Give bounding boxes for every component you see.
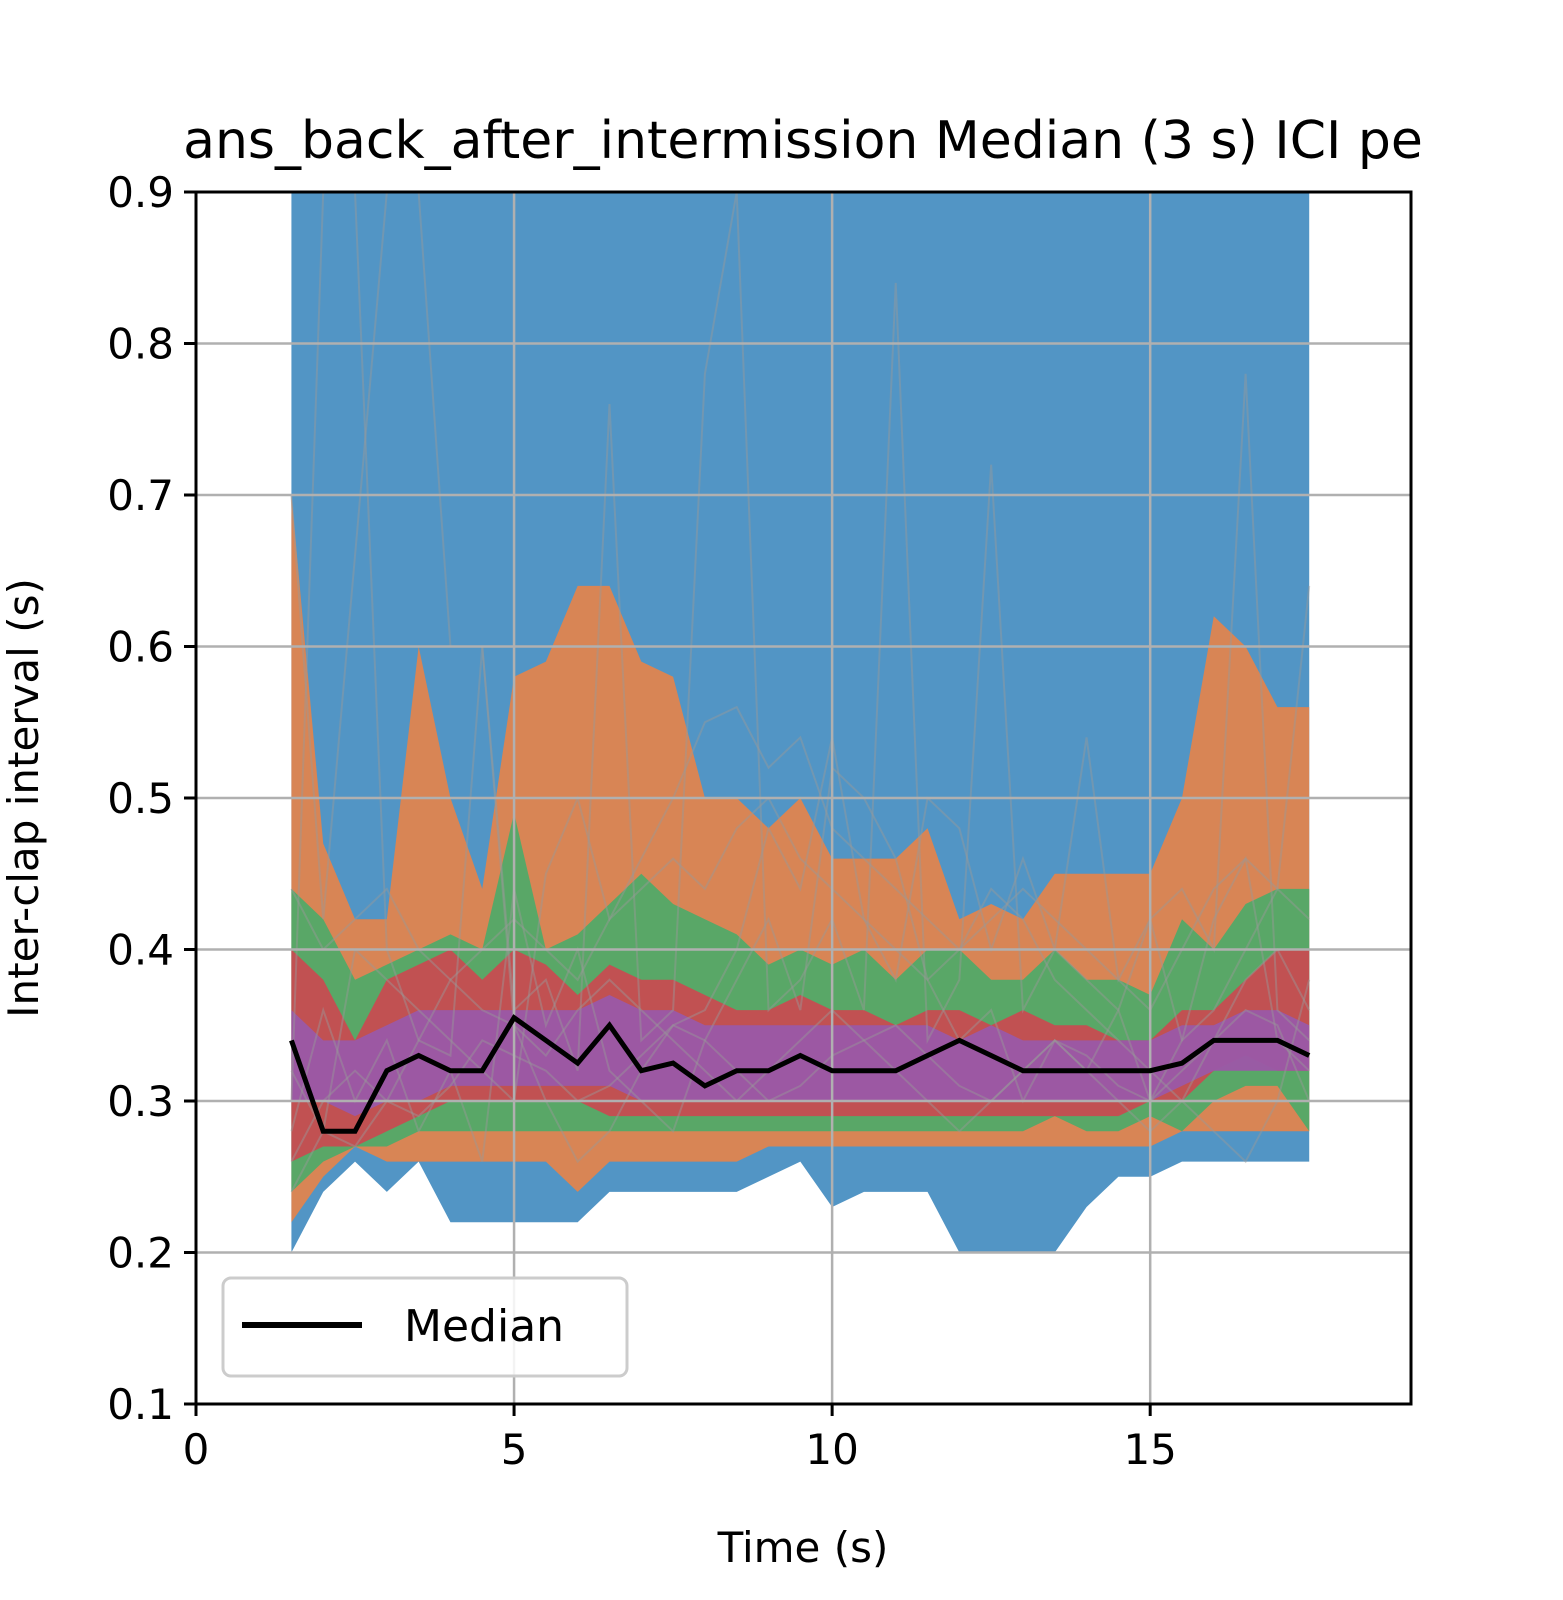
x-tick-label: 0	[183, 1425, 210, 1474]
y-tick-label: 0.4	[107, 926, 174, 975]
y-tick-label: 0.6	[107, 623, 174, 672]
legend-median-label: Median	[404, 1301, 564, 1352]
y-tick-label: 0.2	[107, 1229, 174, 1278]
x-tick-label: 5	[501, 1425, 528, 1474]
bands-layer	[291, 192, 1310, 1253]
trace-line-6	[290, 796, 1310, 1012]
legend: Median	[221, 1276, 629, 1378]
y-tick-label: 0.7	[107, 471, 174, 520]
x-axis: 0 5 10 15	[183, 1404, 1177, 1474]
chart-title: ans_back_after_intermission Median (3 s)…	[183, 111, 1423, 171]
y-axis-label: Inter-clap interval (s)	[0, 578, 48, 1018]
trace-line-5	[290, 947, 1311, 1193]
y-tick-label: 0.8	[107, 320, 174, 369]
y-tick-label: 0.9	[107, 168, 174, 217]
trace-line-3	[290, 705, 1311, 1164]
x-axis-label: Time (s)	[717, 1523, 889, 1572]
y-tick-label: 0.1	[107, 1380, 174, 1429]
median-layer	[289, 1014, 1311, 1134]
legend-box	[221, 1276, 629, 1378]
x-tick-label: 10	[805, 1425, 858, 1474]
x-tick-label: 15	[1123, 1425, 1176, 1474]
y-tick-label: 0.3	[107, 1077, 174, 1126]
y-tick-label: 0.5	[107, 774, 174, 823]
median-line	[289, 1014, 1311, 1134]
y-axis: 0.1 0.2 0.3 0.4 0.5 0.6 0.7 0.8 0.9	[107, 168, 196, 1429]
